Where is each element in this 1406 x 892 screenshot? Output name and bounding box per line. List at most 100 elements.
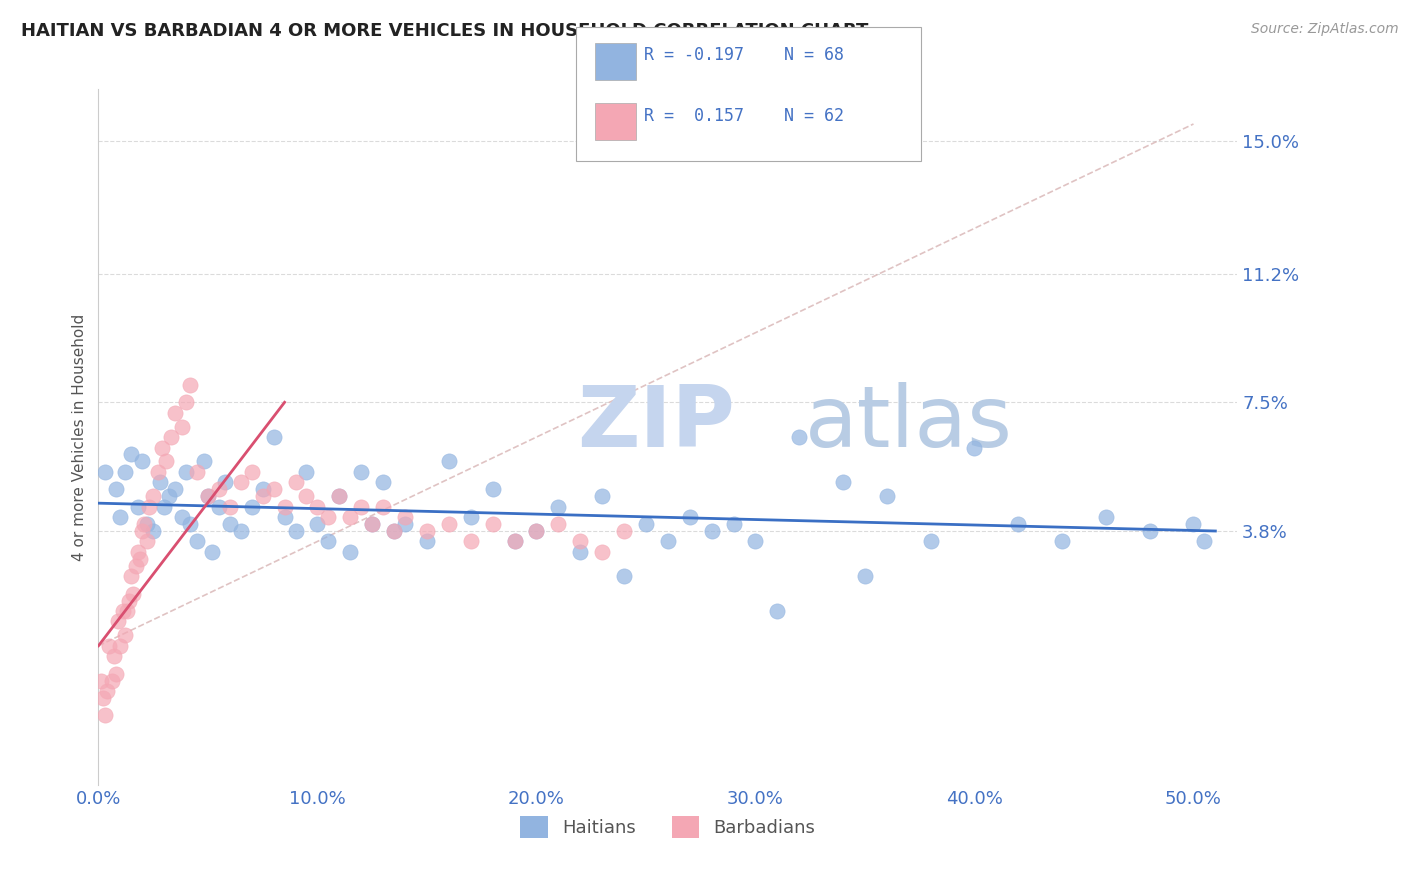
Point xyxy=(547,516,569,531)
Point xyxy=(853,569,876,583)
Point xyxy=(963,441,986,455)
Point xyxy=(94,708,117,723)
Point xyxy=(1095,510,1118,524)
Point xyxy=(138,500,160,514)
Point xyxy=(1182,516,1205,531)
Point xyxy=(295,489,318,503)
Point xyxy=(135,516,157,531)
Point xyxy=(142,524,165,538)
Point xyxy=(481,516,503,531)
Point xyxy=(284,524,307,538)
Point xyxy=(186,465,208,479)
Point xyxy=(307,516,329,531)
Point xyxy=(127,500,149,514)
Point xyxy=(723,516,745,531)
Point xyxy=(179,516,201,531)
Point xyxy=(179,378,201,392)
Point xyxy=(155,454,177,468)
Text: ZIP: ZIP xyxy=(576,382,734,465)
Point xyxy=(437,454,460,468)
Point xyxy=(503,534,526,549)
Point xyxy=(208,482,231,496)
Point xyxy=(679,510,702,524)
Point xyxy=(613,524,636,538)
Point xyxy=(159,430,181,444)
Point xyxy=(361,516,384,531)
Point xyxy=(263,482,285,496)
Point xyxy=(371,475,394,490)
Point xyxy=(150,441,173,455)
Point xyxy=(193,454,215,468)
Point xyxy=(96,684,118,698)
Point xyxy=(1139,524,1161,538)
Point xyxy=(328,489,350,503)
Point xyxy=(503,534,526,549)
Point xyxy=(174,395,197,409)
Point xyxy=(328,489,350,503)
Point xyxy=(134,516,156,531)
Point xyxy=(744,534,766,549)
Point xyxy=(318,510,340,524)
Point xyxy=(170,419,193,434)
Point xyxy=(142,489,165,503)
Point xyxy=(350,465,373,479)
Point xyxy=(110,639,132,653)
Point xyxy=(634,516,657,531)
Point xyxy=(153,500,176,514)
Point xyxy=(263,430,285,444)
Point xyxy=(197,489,219,503)
Point xyxy=(460,534,482,549)
Point xyxy=(229,524,252,538)
Point xyxy=(569,545,592,559)
Point xyxy=(208,500,231,514)
Point xyxy=(104,482,127,496)
Y-axis label: 4 or more Vehicles in Household: 4 or more Vehicles in Household xyxy=(72,313,87,561)
Point xyxy=(214,475,236,490)
Point xyxy=(165,406,187,420)
Point xyxy=(481,482,503,496)
Point xyxy=(591,489,613,503)
Point xyxy=(240,500,263,514)
Point xyxy=(526,524,548,538)
Point xyxy=(131,524,153,538)
Point xyxy=(98,639,121,653)
Point xyxy=(252,489,274,503)
Point xyxy=(197,489,219,503)
Point xyxy=(91,690,114,705)
Point xyxy=(569,534,592,549)
Point xyxy=(657,534,679,549)
Point xyxy=(295,465,318,479)
Point xyxy=(118,593,141,607)
Point xyxy=(157,489,180,503)
Point xyxy=(218,516,240,531)
Point xyxy=(1050,534,1073,549)
Point xyxy=(832,475,855,490)
Point xyxy=(120,569,142,583)
Point xyxy=(124,558,146,573)
Point xyxy=(876,489,898,503)
Point xyxy=(371,500,394,514)
Point xyxy=(1007,516,1029,531)
Point xyxy=(111,604,134,618)
Point xyxy=(127,545,149,559)
Point xyxy=(350,500,373,514)
Point xyxy=(766,604,789,618)
Point xyxy=(122,587,145,601)
Point xyxy=(100,673,122,688)
Point xyxy=(547,500,569,514)
Point xyxy=(284,475,307,490)
Point xyxy=(129,551,152,566)
Point xyxy=(240,465,263,479)
Point xyxy=(114,465,136,479)
Point xyxy=(135,534,157,549)
Point xyxy=(787,430,810,444)
Point xyxy=(229,475,252,490)
Point xyxy=(339,545,361,559)
Text: R =  0.157    N = 62: R = 0.157 N = 62 xyxy=(644,107,844,125)
Point xyxy=(382,524,405,538)
Point xyxy=(339,510,361,524)
Point xyxy=(94,465,117,479)
Point xyxy=(920,534,942,549)
Point xyxy=(115,604,138,618)
Point xyxy=(437,516,460,531)
